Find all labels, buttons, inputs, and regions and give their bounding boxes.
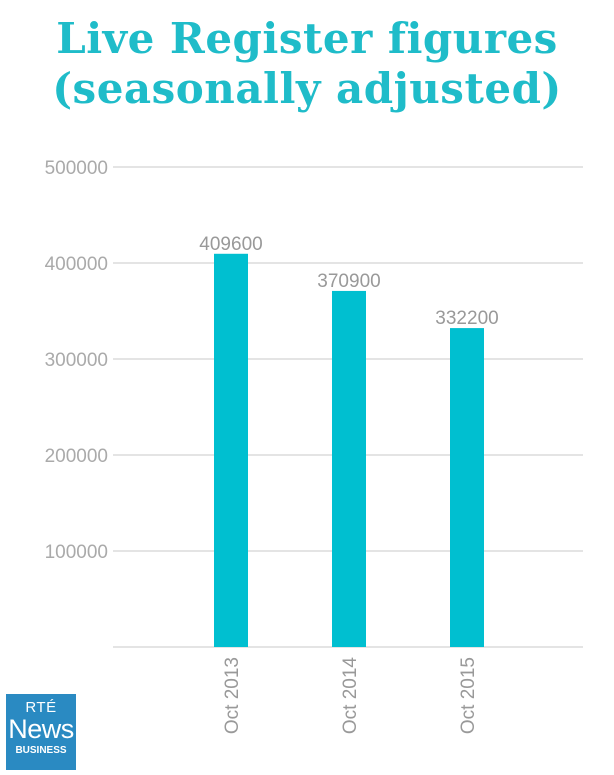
y-tick-label: 100000	[45, 542, 108, 563]
bar	[214, 253, 248, 647]
y-tick-label: 500000	[45, 158, 108, 179]
data-label: 409600	[199, 234, 262, 255]
data-label: 370900	[317, 271, 380, 292]
chart-title: Live Register figures (seasonally adjust…	[0, 14, 614, 114]
x-tick-label: Oct 2013	[222, 657, 243, 734]
y-tick-label: 300000	[45, 350, 108, 371]
bar	[450, 328, 484, 647]
bar	[332, 290, 366, 647]
x-tick-label: Oct 2014	[340, 657, 361, 735]
chart-title-line2: (seasonally adjusted)	[52, 64, 562, 113]
logo-business-text: BUSINESS	[15, 745, 67, 756]
rte-news-business-logo: RTÉ News BUSINESS	[6, 694, 76, 770]
y-tick-label: 400000	[45, 254, 108, 275]
y-tick-label: 200000	[45, 446, 108, 467]
logo-rte-text: RTÉ	[25, 699, 57, 716]
data-label: 332200	[435, 308, 498, 329]
x-tick-label: Oct 2015	[458, 657, 479, 734]
chart-title-line1: Live Register figures	[56, 14, 558, 63]
logo-news-text: News	[8, 714, 74, 744]
